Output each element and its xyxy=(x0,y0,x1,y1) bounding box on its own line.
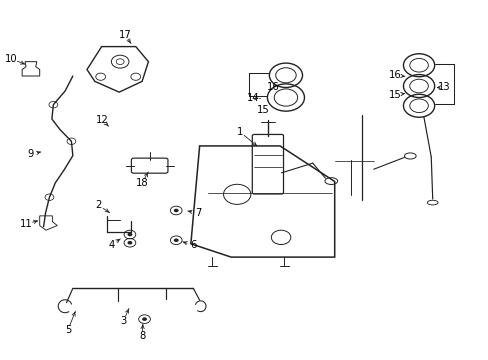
Circle shape xyxy=(173,209,178,212)
Text: 15: 15 xyxy=(388,90,401,100)
Text: 8: 8 xyxy=(139,331,145,341)
Text: 18: 18 xyxy=(136,178,148,188)
Circle shape xyxy=(142,318,147,321)
Text: 9: 9 xyxy=(28,149,34,159)
Text: 16: 16 xyxy=(266,82,279,93)
Text: 13: 13 xyxy=(437,82,450,93)
Text: 11: 11 xyxy=(20,219,32,229)
Text: 7: 7 xyxy=(195,208,201,218)
Text: 3: 3 xyxy=(120,316,126,325)
Text: 4: 4 xyxy=(108,239,115,249)
Text: 12: 12 xyxy=(96,115,108,125)
Text: 5: 5 xyxy=(65,325,71,335)
Text: 15: 15 xyxy=(256,105,269,115)
Circle shape xyxy=(173,238,178,242)
Circle shape xyxy=(127,233,132,236)
Text: 16: 16 xyxy=(388,70,401,80)
Text: 10: 10 xyxy=(5,54,18,64)
Text: 14: 14 xyxy=(246,93,259,103)
Text: 6: 6 xyxy=(190,240,196,250)
Circle shape xyxy=(127,241,132,244)
Text: 1: 1 xyxy=(236,127,243,136)
Text: 2: 2 xyxy=(95,200,101,210)
Text: 17: 17 xyxy=(119,30,131,40)
